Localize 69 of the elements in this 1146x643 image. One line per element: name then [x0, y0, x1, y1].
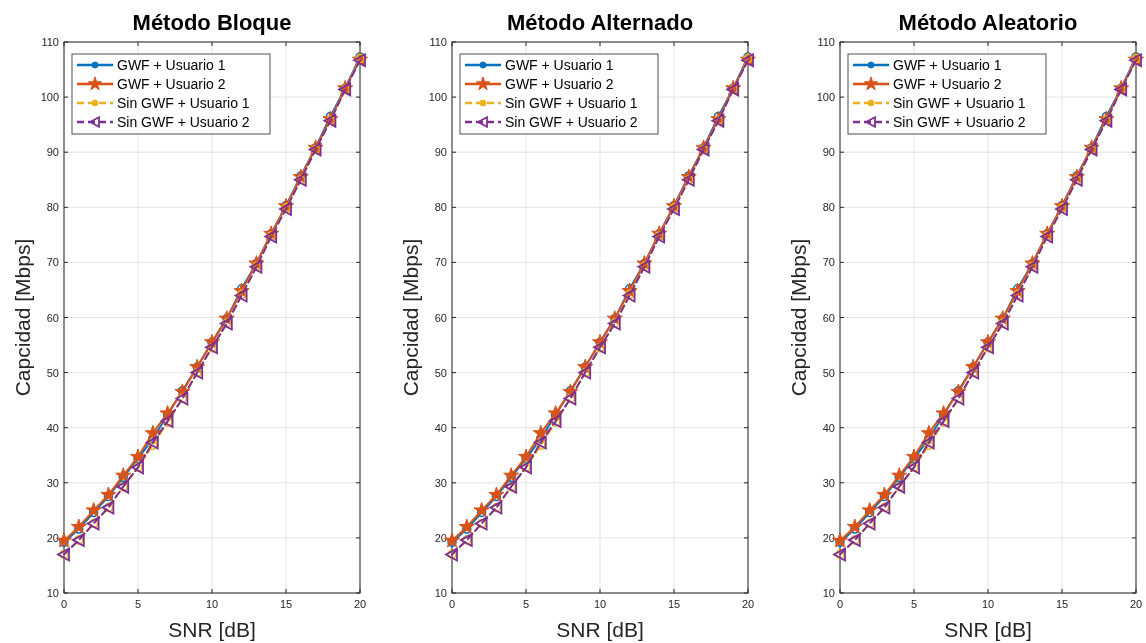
y-tick-label: 80: [46, 201, 59, 214]
x-tick-label: 10: [981, 598, 995, 610]
x-tick-label: 5: [134, 598, 142, 610]
y-tick-label: 70: [46, 256, 59, 269]
y-tick-label: 30: [46, 476, 59, 489]
x-axis-title: SNR [dB]: [556, 618, 644, 641]
y-tick-label: 10: [434, 587, 447, 599]
y-tick-label: 100: [816, 91, 835, 104]
y-tick-label: 40: [822, 421, 835, 434]
y-tick-label: 60: [434, 311, 447, 324]
legend-label: Sin GWF + Usuario 2: [505, 114, 638, 130]
x-tick-label: 15: [279, 598, 293, 610]
x-axis-title: SNR [dB]: [944, 618, 1032, 641]
y-tick-label: 80: [822, 201, 835, 214]
legend-label: GWF + Usuario 2: [505, 76, 614, 92]
y-tick-label: 20: [822, 531, 835, 544]
legend-label: GWF + Usuario 2: [893, 76, 1002, 92]
y-tick-label: 10: [822, 587, 835, 599]
x-tick-label: 20: [353, 598, 367, 610]
x-axis-title: SNR [dB]: [168, 618, 256, 641]
x-tick-label: 0: [448, 598, 456, 610]
y-tick-label: 60: [822, 311, 835, 324]
y-tick-label: 70: [822, 256, 835, 269]
y-tick-label: 60: [46, 311, 59, 324]
x-tick-label: 10: [205, 598, 219, 610]
legend-label: GWF + Usuario 2: [117, 76, 226, 92]
y-tick-label: 50: [434, 366, 447, 379]
x-tick-label: 10: [593, 598, 607, 610]
y-tick-label: 90: [822, 146, 835, 159]
x-tick-label: 20: [1129, 598, 1143, 610]
y-tick-label: 70: [434, 256, 447, 269]
legend-label: GWF + Usuario 1: [893, 57, 1002, 73]
y-tick-label: 90: [46, 146, 59, 159]
y-tick-label: 40: [46, 421, 59, 434]
y-tick-label: 30: [822, 476, 835, 489]
y-tick-label: 20: [46, 531, 59, 544]
x-tick-label: 0: [836, 598, 844, 610]
y-tick-label: 50: [822, 366, 835, 379]
y-tick-label: 110: [41, 36, 59, 48]
y-axis-title: Capcidad [Mbps]: [787, 238, 810, 397]
y-tick-label: 40: [434, 421, 447, 434]
y-tick-label: 10: [46, 587, 59, 599]
x-tick-label: 15: [667, 598, 681, 610]
y-tick-label: 100: [40, 91, 59, 104]
legend-label: Sin GWF + Usuario 1: [117, 95, 250, 111]
legend-label: GWF + Usuario 1: [117, 57, 226, 73]
y-tick-label: 100: [428, 91, 447, 104]
legend-label: GWF + Usuario 1: [505, 57, 614, 73]
y-tick-label: 30: [434, 476, 447, 489]
y-axis-title: Capcidad [Mbps]: [11, 238, 34, 397]
y-tick-label: 50: [46, 366, 59, 379]
x-tick-label: 15: [1055, 598, 1069, 610]
legend-label: Sin GWF + Usuario 2: [117, 114, 250, 130]
chart-title: Método Aleatorio: [898, 10, 1078, 35]
y-tick-label: 90: [434, 146, 447, 159]
legend-label: Sin GWF + Usuario 1: [505, 95, 638, 111]
y-tick-label: 110: [429, 36, 447, 48]
y-tick-label: 80: [434, 201, 447, 214]
y-tick-label: 110: [817, 36, 835, 48]
chart-title: Método Bloque: [132, 10, 292, 35]
x-tick-label: 20: [741, 598, 755, 610]
chart-title: Método Alternado: [506, 10, 694, 35]
x-tick-label: 5: [522, 598, 530, 610]
x-tick-label: 5: [910, 598, 918, 610]
y-axis-title: Capcidad [Mbps]: [399, 238, 422, 397]
x-tick-label: 0: [60, 598, 68, 610]
y-tick-label: 20: [434, 531, 447, 544]
legend-label: Sin GWF + Usuario 1: [893, 95, 1026, 111]
legend-label: Sin GWF + Usuario 2: [893, 114, 1026, 130]
